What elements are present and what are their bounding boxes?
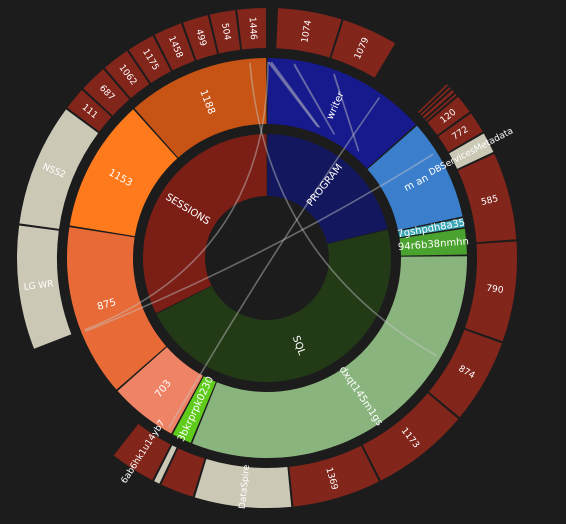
links-layer [84,61,438,429]
outer-label-1: 1074 [300,19,314,44]
inner-ring [143,134,391,383]
outer-segment-22[interactable] [19,109,99,229]
outer-segment-21[interactable] [17,225,72,349]
outer-label-30: 1446 [247,17,258,41]
outer-segment-18[interactable] [154,445,177,484]
outer-segment-6[interactable] [422,90,455,119]
middle-segment-6[interactable] [117,347,203,434]
middle-label-7: 875 [96,297,117,313]
link-curve-4 [84,153,434,333]
outer-segment-25[interactable] [104,50,150,99]
middle-segment-4[interactable] [192,256,468,459]
outer-segment-11[interactable] [457,153,517,243]
middle-ring [67,58,468,459]
middle-segment-3[interactable] [399,228,467,256]
outer-segment-7[interactable] [425,93,457,122]
outer-segment-9[interactable] [438,113,483,152]
outer-segment-19[interactable] [113,423,171,481]
link-curve-2 [270,61,320,128]
outer-label-28: 499 [193,28,208,48]
outer-label-21: LG WR [23,279,54,293]
outer-segment-10[interactable] [449,133,494,169]
outer-label-16: DataSpire [238,464,252,510]
outer-segment-26[interactable] [128,35,171,84]
middle-segment-2[interactable] [398,218,465,238]
middle-segment-8[interactable] [69,109,178,237]
middle-segment-5[interactable] [172,376,216,443]
outer-segment-23[interactable] [67,90,112,132]
outer-segment-15[interactable] [289,445,379,507]
outer-segment-14[interactable] [362,393,459,481]
outer-segment-17[interactable] [161,448,205,497]
link-curve-0 [84,61,269,331]
outer-segment-13[interactable] [428,329,502,418]
outer-segment-30[interactable] [237,8,267,50]
link-curve-6 [333,73,360,152]
outer-segment-12[interactable] [464,241,517,342]
inner-segment-2[interactable] [143,134,267,314]
inner-segment-0[interactable] [267,134,388,244]
link-curve-5 [249,62,438,357]
middle-segment-0[interactable] [267,58,416,169]
outer-segment-24[interactable] [83,69,130,116]
outer-ring [17,8,517,508]
outer-segment-28[interactable] [182,15,218,61]
middle-segment-1[interactable] [367,125,463,231]
outer-label-12: 790 [486,284,505,296]
middle-segment-9[interactable] [134,58,267,158]
outer-segment-5[interactable] [420,87,451,116]
middle-segment-7[interactable] [67,227,167,390]
outer-segment-4[interactable] [417,84,448,114]
link-curve-3 [168,96,381,429]
outer-label-11: 585 [480,194,499,208]
outer-label-29: 504 [219,22,232,41]
inner-segment-1[interactable] [156,229,391,383]
outer-segment-1[interactable] [276,8,342,58]
outer-segment-8[interactable] [427,96,470,136]
outer-segment-16[interactable] [194,459,292,508]
outer-segment-27[interactable] [154,23,195,71]
link-curve-7 [293,63,335,135]
outer-segment-2[interactable] [331,20,396,78]
link-curve-1 [268,61,319,127]
outer-segment-29[interactable] [209,10,241,54]
